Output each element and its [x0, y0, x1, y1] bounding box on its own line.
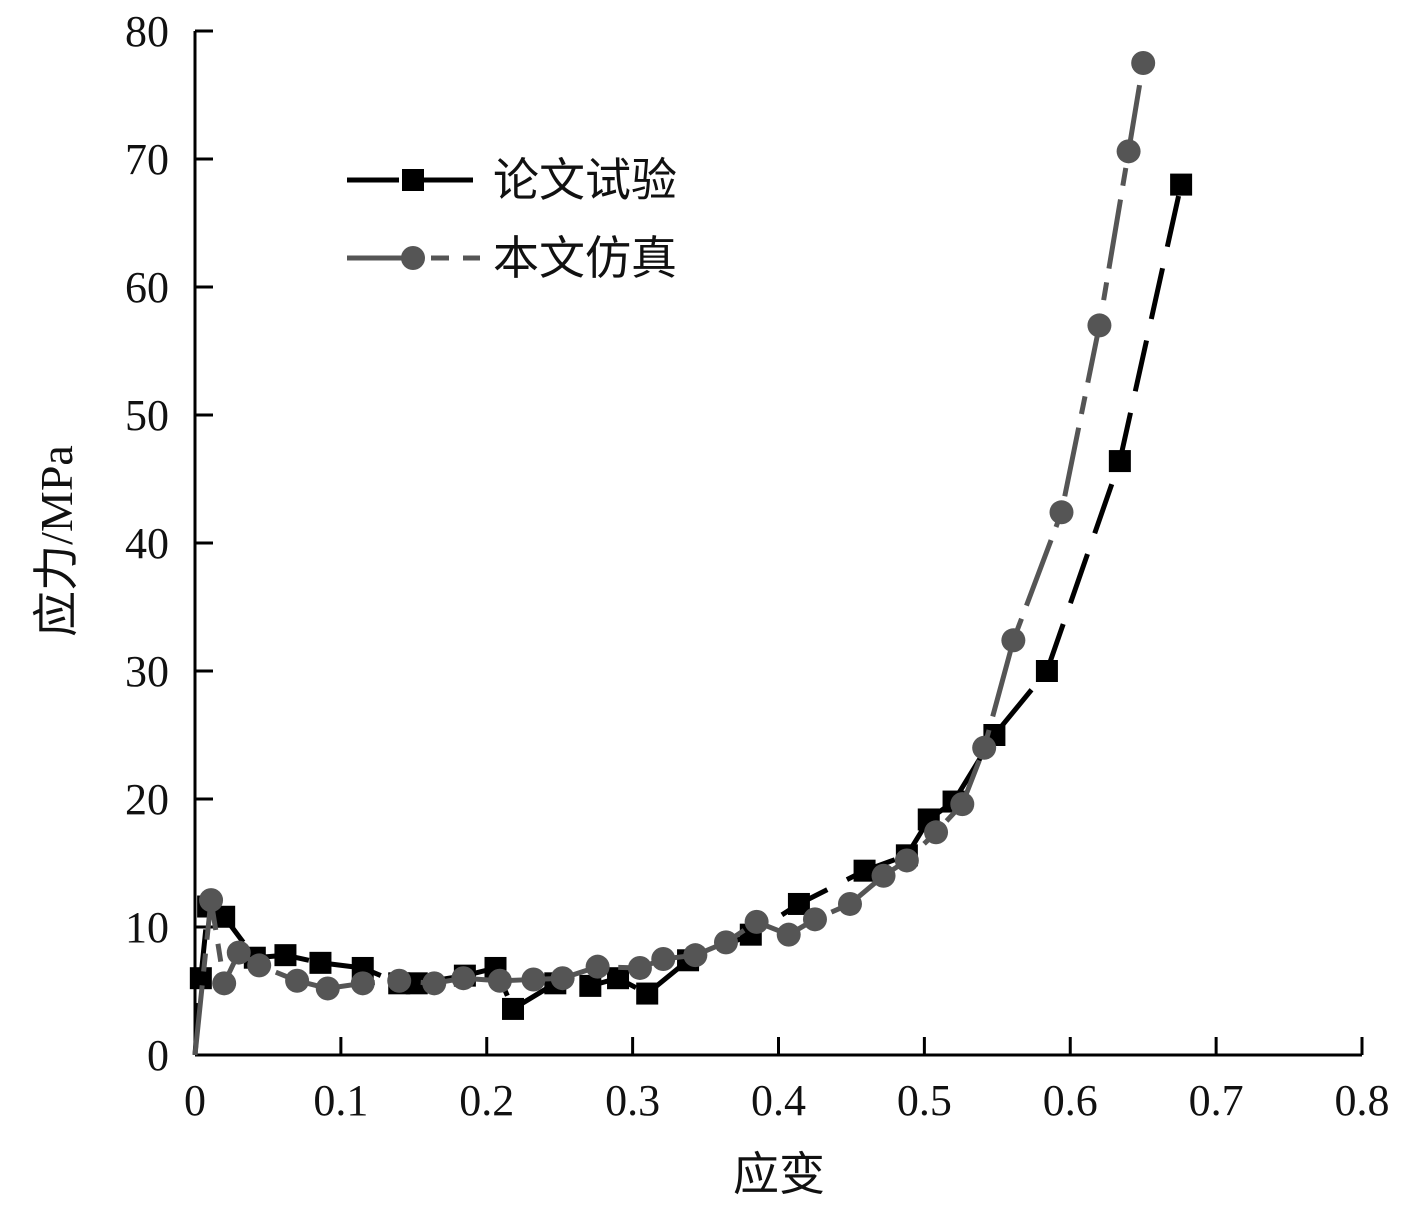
x-tick-label: 0.7 [1189, 1076, 1244, 1125]
data-point [212, 971, 237, 996]
data-point [950, 792, 975, 817]
data-point [837, 891, 862, 916]
y-tick-label: 0 [147, 1031, 169, 1080]
axes: 0 10 20 30 40 50 60 70 80 0 0.1 0.2 0.3 0.4 0.5 0.6 0.7 0… [125, 7, 1390, 1125]
data-point [894, 848, 919, 873]
y-tick-label: 20 [125, 775, 169, 824]
legend-label: 论文试验 [493, 155, 677, 206]
y-tick-label: 80 [125, 7, 169, 56]
x-tick-label: 0.3 [605, 1076, 660, 1125]
x-axis-title: 应变 [733, 1149, 825, 1200]
data-point [1049, 500, 1074, 525]
data-point [787, 892, 810, 915]
data-point [627, 955, 652, 980]
data-point [776, 922, 801, 947]
data-point [521, 967, 546, 992]
x-tick-label: 0.2 [459, 1076, 514, 1125]
data-point [1001, 628, 1026, 653]
data-point [871, 863, 896, 888]
series-line [192, 184, 1184, 1056]
data-point [213, 905, 236, 928]
series-1 [189, 173, 1193, 1056]
y-tick-label: 50 [125, 391, 169, 440]
data-point [387, 968, 412, 993]
x-tick-label: 0.1 [313, 1076, 368, 1125]
legend-label: 本文仿真 [493, 233, 677, 284]
legend-marker [402, 169, 424, 191]
x-tick-label: 0.5 [897, 1076, 952, 1125]
y-tick-label: 60 [125, 263, 169, 312]
data-point [309, 951, 332, 974]
data-point [607, 967, 630, 990]
data-point [744, 909, 769, 934]
y-tick-label: 70 [125, 135, 169, 184]
data-point [451, 966, 476, 991]
data-point [1116, 139, 1141, 164]
legend-item: 论文试验 [347, 155, 677, 206]
data-point [502, 997, 525, 1020]
y-tick-label: 10 [125, 903, 169, 952]
legend-item: 本文仿真 [347, 233, 677, 284]
data-point [636, 982, 659, 1005]
data-point [315, 976, 340, 1001]
legend-marker [401, 246, 425, 270]
y-tick-label: 40 [125, 519, 169, 568]
y-axis-title: 应力/MPa [31, 445, 82, 637]
x-tick-label: 0.8 [1335, 1076, 1390, 1125]
data-point [422, 971, 447, 996]
data-point [285, 968, 310, 993]
data-point [405, 972, 428, 995]
data-point [802, 907, 827, 932]
data-point [247, 953, 272, 978]
series-line [192, 62, 1146, 1056]
data-point [550, 966, 575, 991]
data-point [972, 735, 997, 760]
x-tick-label: 0.4 [751, 1076, 806, 1125]
y-tick-label: 30 [125, 647, 169, 696]
series-2 [192, 51, 1156, 1056]
series-group [189, 51, 1193, 1056]
data-point [1108, 450, 1131, 473]
data-point [274, 944, 297, 967]
x-tick-label: 0.6 [1043, 1076, 1098, 1125]
data-point [713, 930, 738, 955]
data-point [1170, 173, 1193, 196]
data-point [487, 968, 512, 993]
x-tick-label: 0 [184, 1076, 206, 1125]
data-point [651, 947, 676, 971]
data-point [585, 954, 610, 979]
data-point [579, 974, 602, 997]
data-point [199, 888, 224, 913]
data-point [1035, 660, 1058, 682]
data-point [189, 967, 212, 990]
data-point [853, 859, 876, 882]
data-point [1131, 51, 1156, 75]
data-point [924, 820, 949, 845]
data-point [683, 943, 708, 968]
data-point [226, 940, 251, 965]
data-point [350, 971, 375, 996]
data-point [1087, 313, 1112, 338]
